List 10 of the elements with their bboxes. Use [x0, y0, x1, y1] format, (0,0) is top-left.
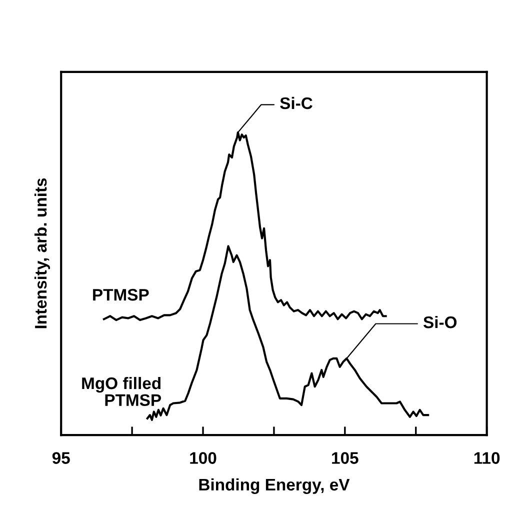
y-axis-title: Intensity, arb. units: [34, 178, 50, 328]
annotation: Si-O: [423, 316, 457, 328]
x-tick-label: 95: [52, 452, 70, 464]
x-tick-label: 105: [332, 452, 358, 464]
series-label: MgO filled PTMSP: [82, 376, 162, 406]
x-tick-label: 100: [190, 452, 216, 464]
x-axis-title: Binding Energy, eV: [199, 478, 350, 494]
x-tick-label: 110: [474, 452, 500, 464]
series-label: PTMSP: [93, 288, 149, 301]
annotation: Si-C: [280, 96, 312, 110]
